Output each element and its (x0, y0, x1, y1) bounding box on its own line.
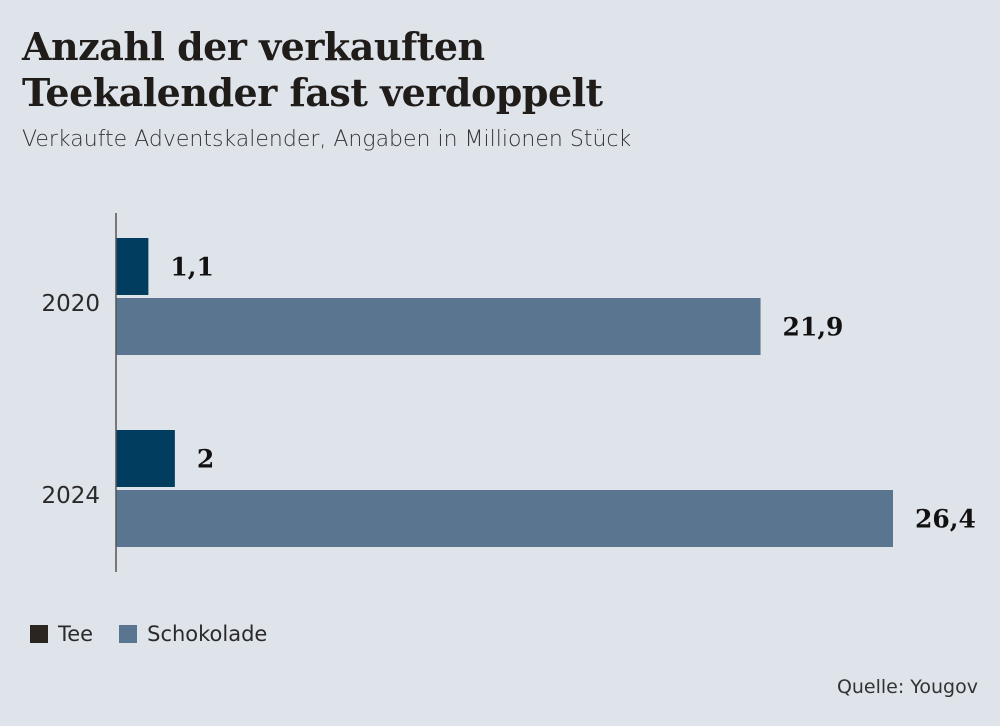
legend-label-schokolade: Schokolade (147, 622, 268, 646)
data-label: 21,9 (783, 313, 844, 342)
title-line-2: Teekalender fast verdoppelt (22, 70, 603, 115)
category-label: 2024 (41, 483, 100, 509)
legend-item-schokolade: Schokolade (119, 622, 267, 646)
data-label: 2 (197, 445, 214, 474)
bar-tee-2024 (116, 430, 175, 487)
data-label: 26,4 (915, 505, 976, 534)
chart-title: Anzahl der verkauften Teekalender fast v… (22, 24, 603, 116)
legend: Tee Schokolade (30, 622, 293, 646)
chart-subtitle: Verkaufte Adventskalender, Angaben in Mi… (22, 127, 632, 152)
legend-item-tee: Tee (30, 622, 93, 646)
source-note: Quelle: Yougov (836, 676, 978, 698)
bar-tee-2020 (116, 238, 149, 295)
legend-label-tee: Tee (58, 622, 94, 646)
legend-swatch-tee (30, 625, 48, 643)
data-label: 1,1 (170, 253, 214, 282)
legend-swatch-schokolade (119, 625, 138, 643)
bar-schokolade-2024 (116, 490, 893, 547)
title-line-1: Anzahl der verkauften (22, 24, 485, 69)
bar-schokolade-2020 (116, 298, 761, 355)
category-label: 2020 (41, 291, 100, 317)
